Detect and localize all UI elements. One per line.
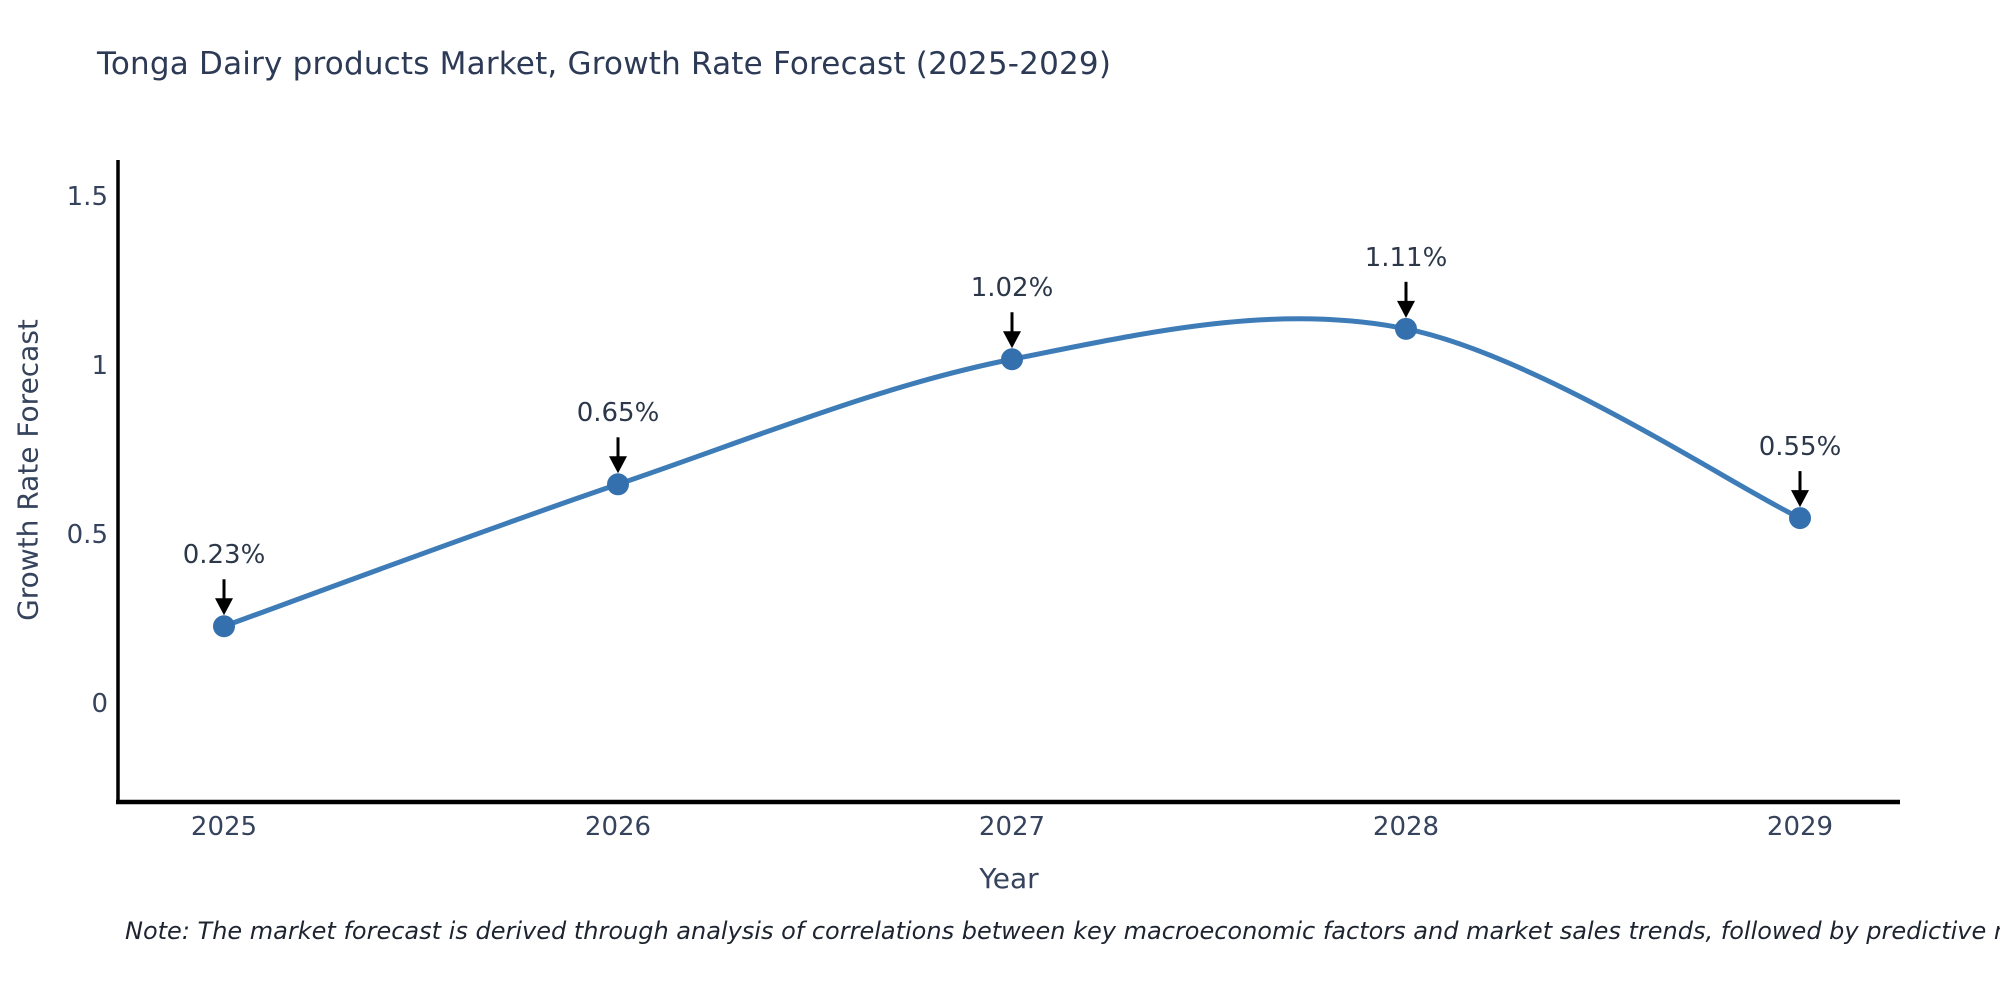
x-tick-label: 2027 [978,812,1046,842]
annotation-arrow-head-icon [1791,490,1809,508]
x-tick-label: 2028 [1372,812,1440,842]
point-annotation-label: 0.23% [182,540,266,571]
annotation-arrow-head-icon [1397,300,1415,318]
data-point-marker [213,615,235,638]
x-axis-title: Year [979,862,1039,895]
point-annotation-label: 0.65% [576,398,660,429]
point-annotation-label: 0.55% [1758,432,1842,463]
point-annotation-label: 1.02% [970,273,1054,304]
y-tick-label: 1 [91,351,108,381]
y-tick-label: 1.5 [66,182,108,212]
annotation-arrow-head-icon [215,598,233,616]
y-tick-label: 0 [91,689,108,719]
annotation-arrow-head-icon [1003,331,1021,349]
chart-footnote: Note: The market forecast is derived thr… [125,917,2000,945]
data-point-marker [1395,317,1417,340]
x-tick-label: 2029 [1766,812,1834,842]
point-annotation-label: 1.11% [1364,242,1448,273]
data-point-marker [1789,507,1811,530]
data-point-marker [1001,348,1023,371]
data-point-marker [607,473,629,496]
chart-title: Tonga Dairy products Market, Growth Rate… [97,46,1112,82]
annotation-arrow-head-icon [609,456,627,474]
y-tick-label: 0.5 [66,520,108,550]
x-tick-label: 2025 [190,812,258,842]
x-tick-label: 2026 [584,812,652,842]
